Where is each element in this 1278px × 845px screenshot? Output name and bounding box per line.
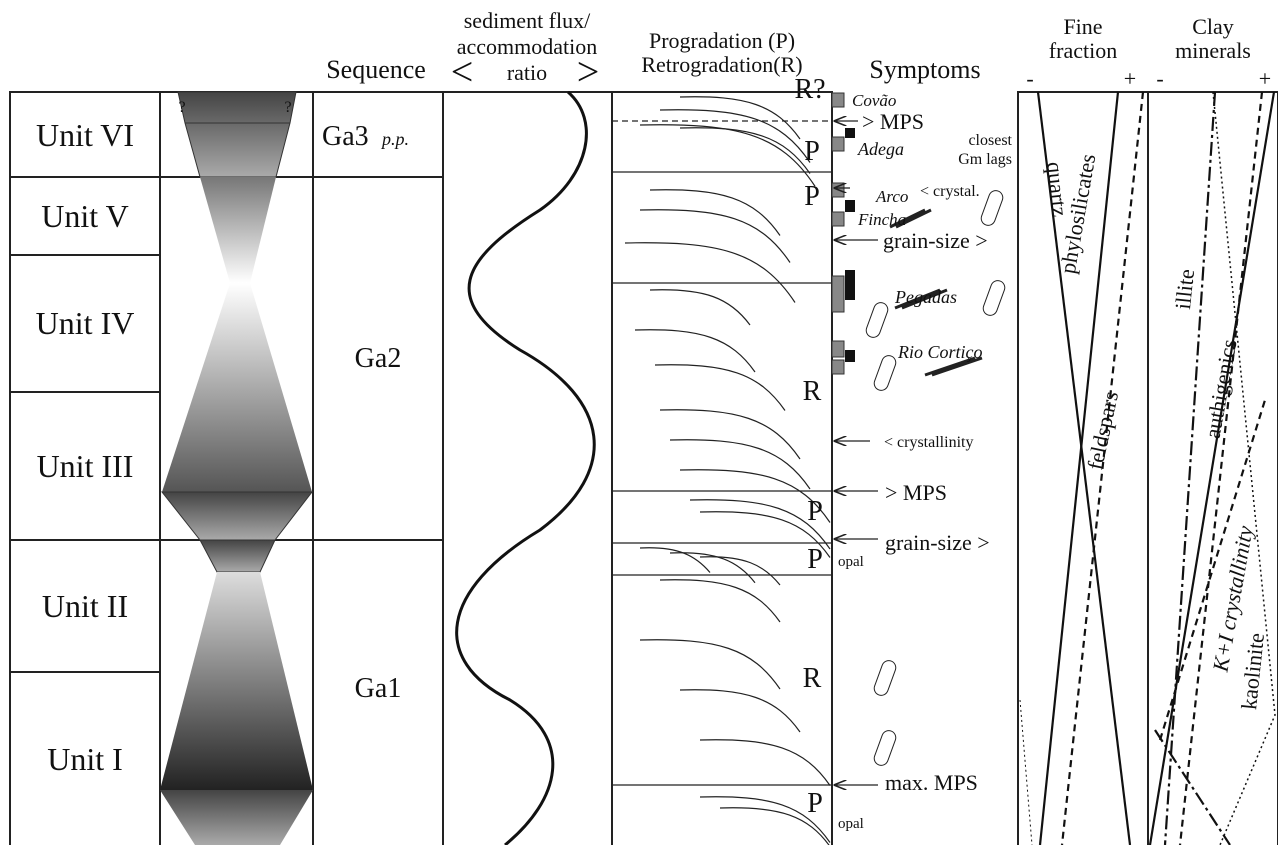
curve-label: kaolinite (1236, 632, 1269, 711)
symptom-label: opal (838, 554, 864, 570)
pr-curve (650, 190, 780, 236)
header-minus: - (1156, 66, 1163, 91)
pr-curve (655, 365, 785, 411)
curve-label: authigenics (1200, 337, 1242, 440)
symptom-label: Adega (857, 139, 904, 159)
pr-curve (660, 410, 800, 459)
sequence-qualifier: p.p. (380, 129, 409, 149)
uncertain-mark: ? (284, 99, 291, 116)
header-minus: - (1026, 66, 1033, 91)
symptom-label: < crystallinity (884, 434, 973, 451)
header-plus: + (1259, 66, 1271, 91)
trend-label: R (803, 376, 822, 407)
header-symptoms: Symptoms (869, 55, 980, 84)
symptom-label: < crystal. (920, 183, 980, 200)
header-plus: + (1124, 66, 1136, 91)
symptom-label: > MPS (862, 109, 924, 134)
pr-curve (680, 690, 800, 732)
pr-curve (640, 640, 780, 689)
pr-curve (640, 210, 790, 263)
curve-label: feldspars (1082, 389, 1123, 472)
header-flux-arrow: < (451, 49, 474, 94)
header-progradation: Retrogradation(R) (641, 52, 802, 77)
header-flux: sediment flux/ (464, 8, 591, 33)
trend-label: P (804, 181, 820, 212)
header-flux: ratio (507, 60, 547, 85)
trend-label: P (807, 544, 823, 575)
pr-curve (660, 580, 780, 622)
symptom-label: closest (968, 132, 1012, 149)
unit-label: Unit III (37, 448, 134, 484)
sequence-label: Ga2 (355, 343, 402, 374)
trend-label: P (804, 136, 820, 167)
trend-label: P (807, 496, 823, 527)
sequence-label: Ga1 (355, 673, 402, 704)
unit-label: Unit I (47, 741, 123, 777)
trend-label: R (803, 663, 822, 694)
pr-curve (700, 740, 830, 786)
pr-curve (700, 557, 780, 585)
symptom-label: Fincha (857, 210, 906, 229)
pr-curve (670, 440, 810, 489)
header-clay: Clay (1192, 14, 1234, 39)
symptom-label: Pegadas (894, 287, 957, 307)
gradient-shapes (160, 92, 313, 845)
symptom-label: Rio Cortiço (897, 342, 983, 362)
flux-curve (457, 92, 595, 845)
header-sequence: Sequence (326, 55, 426, 84)
pr-curve (625, 243, 795, 303)
sequence-label: Ga3 (322, 121, 369, 152)
header-fine: fraction (1049, 38, 1117, 63)
header-fine: Fine (1063, 14, 1102, 39)
symptom-label: Arco (875, 187, 908, 206)
diagram: Sequencesediment flux/accommodationratio… (0, 0, 1278, 845)
symptom-label: Covão (852, 91, 896, 110)
symptom-label: opal (838, 816, 864, 832)
curve-label: illite (1170, 268, 1199, 311)
pr-curve (640, 548, 710, 573)
pr-curve (680, 128, 810, 174)
pr-curve (650, 290, 750, 325)
unit-label: Unit II (42, 588, 128, 624)
symptom-label: > MPS (885, 480, 947, 505)
symptom-label: grain-size > (885, 530, 990, 555)
pr-curve (640, 125, 815, 186)
unit-label: Unit IV (36, 305, 135, 341)
uncertain-mark: ? (178, 99, 185, 116)
unit-label: Unit VI (36, 117, 134, 153)
trend-label: P (807, 788, 823, 819)
header-progradation: Progradation (P) (649, 28, 795, 53)
symptom-label: max. MPS (885, 770, 978, 795)
symptom-label: Gm lags (958, 151, 1012, 168)
unit-label: Unit V (41, 198, 128, 234)
symptom-label: grain-size > (883, 228, 988, 253)
header-clay: minerals (1175, 38, 1251, 63)
header-flux-arrow: > (577, 49, 600, 94)
pr-lines (612, 97, 832, 845)
trend-label: R? (794, 74, 825, 105)
